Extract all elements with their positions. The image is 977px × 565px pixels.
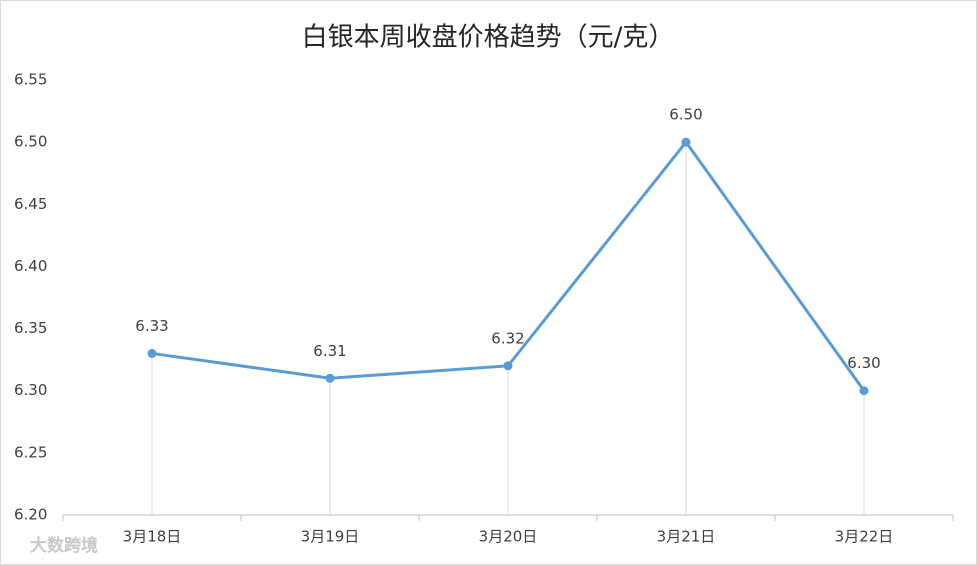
- x-tick-label: 3月19日: [301, 528, 360, 546]
- x-tick-label: 3月20日: [479, 528, 538, 546]
- point: [325, 373, 335, 383]
- point: [147, 348, 157, 358]
- point: [503, 361, 513, 371]
- y-tick-label: 6.35: [14, 319, 47, 337]
- chart-title: 白银本周收盘价格趋势（元/克）: [302, 23, 675, 53]
- x-tick-label: 3月18日: [123, 528, 182, 546]
- y-tick-label: 6.25: [14, 443, 47, 461]
- y-tick-label: 6.20: [14, 506, 47, 524]
- y-tick-label: 6.55: [14, 71, 47, 89]
- data-label: 6.50: [669, 106, 702, 124]
- x-tick-label: 3月21日: [657, 528, 716, 546]
- y-tick-label: 6.30: [14, 381, 47, 399]
- data-label: 6.31: [313, 342, 346, 360]
- watermark: 大数跨境: [30, 535, 98, 556]
- y-tick-label: 6.40: [14, 257, 47, 275]
- point: [859, 386, 869, 396]
- data-label: 6.30: [847, 354, 880, 372]
- data-label: 6.33: [135, 317, 168, 335]
- y-tick-label: 6.50: [14, 133, 47, 151]
- x-tick-label: 3月22日: [835, 528, 894, 546]
- data-label: 6.32: [491, 329, 524, 347]
- point: [681, 137, 691, 147]
- y-tick-label: 6.45: [14, 195, 47, 213]
